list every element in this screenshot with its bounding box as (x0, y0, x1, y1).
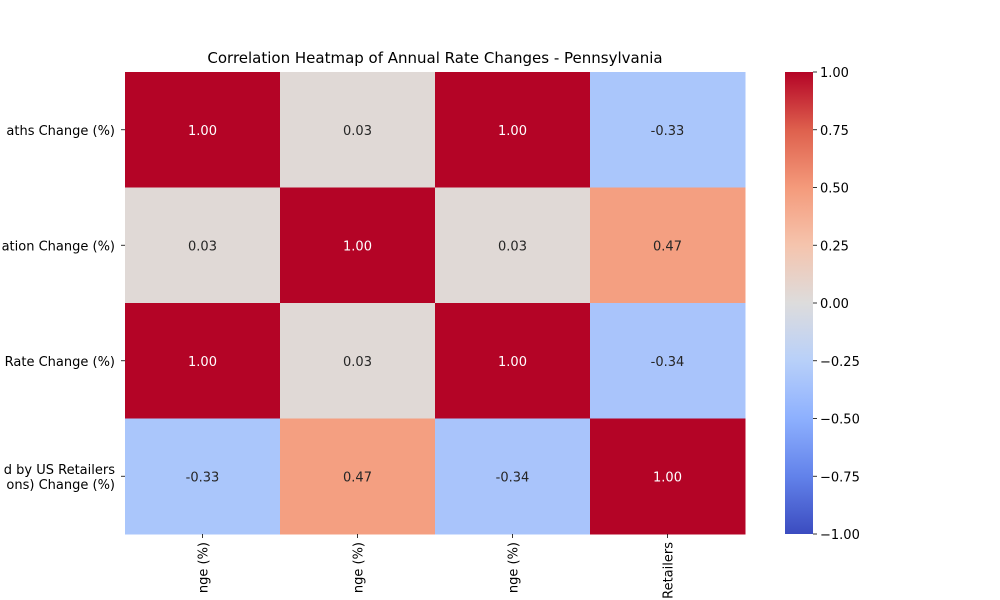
cell-value-label: 1.00 (188, 355, 217, 370)
cell-value-label: -0.34 (496, 470, 530, 485)
cell-value-label: 1.00 (498, 355, 527, 370)
column-tick-label: nge (%) (507, 542, 522, 593)
row-tick-label: d by US Retailers (4, 463, 115, 478)
cell-value-label: -0.33 (651, 124, 685, 139)
heatmap-cell (435, 187, 591, 304)
cell-value-label: 0.03 (343, 124, 372, 139)
colorbar-tick-label: 1.00 (820, 66, 849, 81)
chart-title: Correlation Heatmap of Annual Rate Chang… (207, 49, 662, 67)
cell-value-label: 0.47 (343, 470, 372, 485)
heatmap-cell (280, 418, 436, 535)
heatmap-cell (435, 72, 591, 188)
heatmap-cell (590, 187, 746, 304)
column-tick-label: nge (%) (352, 542, 367, 593)
row-tick-labels: aths Change (%) ation Change (%) Rate Chan… (2, 124, 125, 493)
colorbar-tick-label: 0.00 (820, 297, 849, 312)
cell-value-label: 0.03 (343, 355, 372, 370)
heatmap-cell (280, 72, 436, 188)
cell-value-label: -0.33 (186, 470, 220, 485)
heatmap-cell (590, 72, 746, 188)
row-tick-label: ation Change (%) (2, 239, 115, 254)
heatmap-cell (435, 418, 591, 535)
heatmap-cell (125, 187, 281, 304)
cell-value-label: 1.00 (188, 124, 217, 139)
column-tick-labels: nge (%) nge (%) nge (%) Retailers (197, 534, 677, 599)
row-tick-label: aths Change (%) (6, 124, 115, 139)
column-tick-label: Retailers (662, 542, 677, 599)
heatmap-cell (590, 303, 746, 419)
cell-value-label: 0.47 (653, 239, 682, 254)
colorbar-tick-label: −0.75 (820, 470, 860, 485)
row-tick-label: ons) Change (%) (6, 478, 115, 493)
colorbar-tick-label: −0.25 (820, 355, 860, 370)
heatmap-cells: 1.00 0.03 1.00 -0.33 0.03 1.00 0.03 0.47 1.00 0.0… (125, 72, 746, 535)
heatmap-cell (280, 187, 436, 304)
colorbar-gradient (785, 72, 813, 534)
cell-value-label: 0.03 (498, 239, 527, 254)
cell-value-label: 0.03 (188, 239, 217, 254)
column-tick-label: nge (%) (197, 542, 212, 593)
cell-value-label: 1.00 (343, 239, 372, 254)
colorbar-tick-label: 0.75 (820, 124, 849, 139)
heatmap-cell (125, 303, 281, 419)
cell-value-label: -0.34 (651, 355, 685, 370)
heatmap-cell (435, 303, 591, 419)
heatmap-cell (125, 72, 281, 188)
colorbar-tick-label: 0.25 (820, 239, 849, 254)
row-tick-label: Rate Change (%) (5, 355, 115, 370)
colorbar-tick-label: −0.50 (820, 413, 860, 428)
cell-value-label: 1.00 (653, 470, 682, 485)
heatmap-cell (125, 418, 281, 535)
colorbar-tick-label: 0.50 (820, 182, 849, 197)
cell-value-label: 1.00 (498, 124, 527, 139)
heatmap-cell (590, 418, 746, 535)
heatmap-cell (280, 303, 436, 419)
colorbar-tick-label: −1.00 (820, 528, 860, 543)
colorbar: 1.00 0.75 0.50 0.25 0.00 −0.25 −0.50 −0.75 −1.00 (785, 66, 860, 543)
